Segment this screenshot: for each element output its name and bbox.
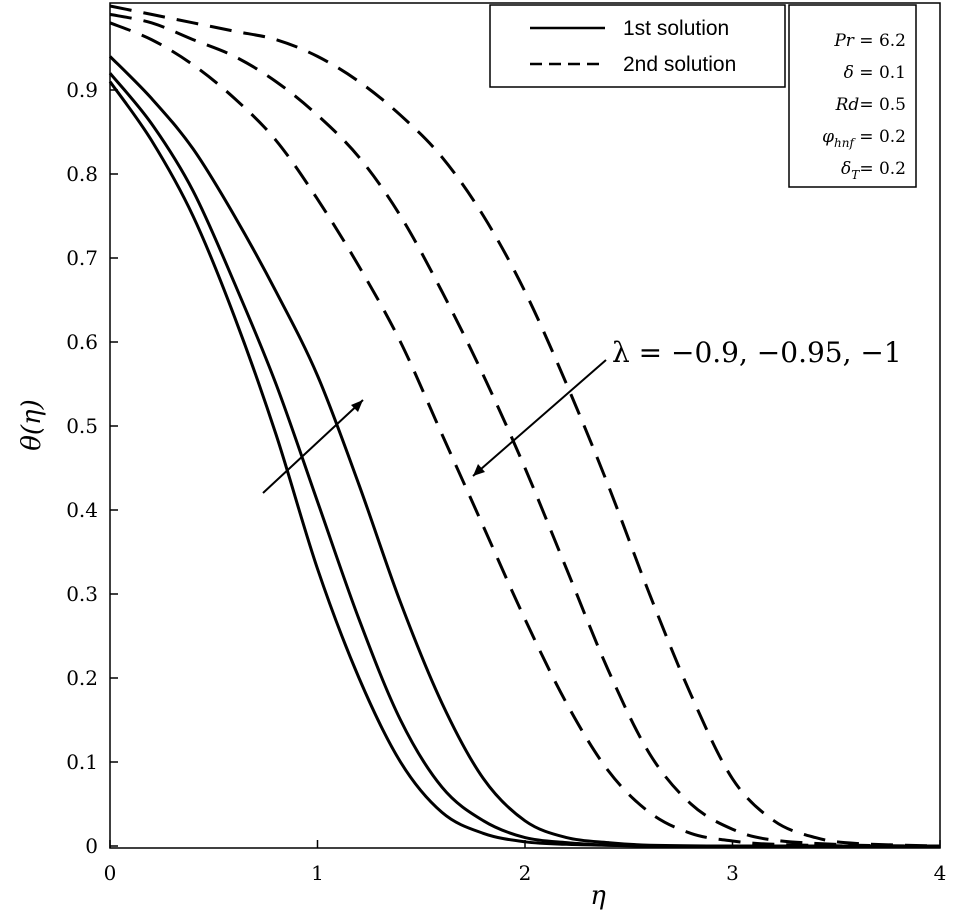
series-line-2 — [108, 72, 940, 848]
y-tick-label: 0.4 — [66, 498, 98, 522]
y-tick-label: 0.7 — [66, 246, 98, 270]
x-tick-label: 3 — [726, 861, 739, 885]
parameter-box-frame — [788, 4, 917, 188]
x-tick-label: 0 — [104, 861, 117, 885]
parameter-line: φhnf = 0.2 — [822, 127, 906, 150]
parameter-line: δT= 0.2 — [841, 159, 906, 182]
lambda-annotation-text: λ = −0.9, −0.95, −1 — [612, 336, 902, 369]
x-axis-title: η — [590, 881, 606, 911]
parameter-lines: Pr = 6.2 δ = 0.1 Rd= 0.5 φhnf = 0.2 δT= 0.2 — [822, 31, 906, 182]
series-line-6 — [109, 4, 941, 848]
y-tick-label: 0.2 — [66, 666, 98, 690]
series-line-1 — [108, 80, 940, 848]
parameter-line: δ = 0.1 — [844, 63, 906, 83]
legend-label-2nd: 2nd solution — [623, 53, 736, 76]
y-tick-label: 0.8 — [66, 162, 98, 186]
series-line-5 — [109, 12, 941, 848]
x-tick-label: 1 — [311, 861, 324, 885]
y-axis-title: θ(η) — [17, 399, 47, 451]
x-tick-label: 2 — [519, 861, 532, 885]
arrow-second-solution-head — [473, 464, 485, 476]
y-tick-label: 0 — [85, 834, 98, 858]
y-tick-label: 0.1 — [66, 750, 98, 774]
lambda-annotation: λ = −0.9, −0.95, −1 — [262, 336, 902, 494]
y-tick-label: 0.6 — [66, 330, 98, 354]
y-tick-label: 0.3 — [66, 582, 98, 606]
x-tick-label: 4 — [934, 861, 947, 885]
parameter-line: Pr = 6.2 — [833, 31, 906, 51]
arrow-first-solution — [262, 399, 364, 494]
x-axis-ticks: 0 1 2 3 4 — [104, 840, 947, 885]
parameter-line: Rd= 0.5 — [835, 95, 906, 115]
y-tick-label: 0.5 — [66, 414, 98, 438]
legend-label-1st: 1st solution — [623, 17, 729, 40]
legend: 1st solution 2nd solution — [489, 4, 786, 88]
y-axis-ticks: 0 0.1 0.2 0.3 0.4 0.5 0.6 0.7 0.8 0.9 — [66, 78, 118, 858]
y-tick-label: 0.9 — [66, 78, 98, 102]
parameter-box: Pr = 6.2 δ = 0.1 Rd= 0.5 φhnf = 0.2 δT= 0.2 — [788, 4, 917, 188]
series-line-3 — [108, 55, 941, 848]
arrow-second-solution — [472, 359, 607, 477]
arrow-first-solution-head — [351, 400, 363, 412]
legend-box — [489, 4, 786, 88]
